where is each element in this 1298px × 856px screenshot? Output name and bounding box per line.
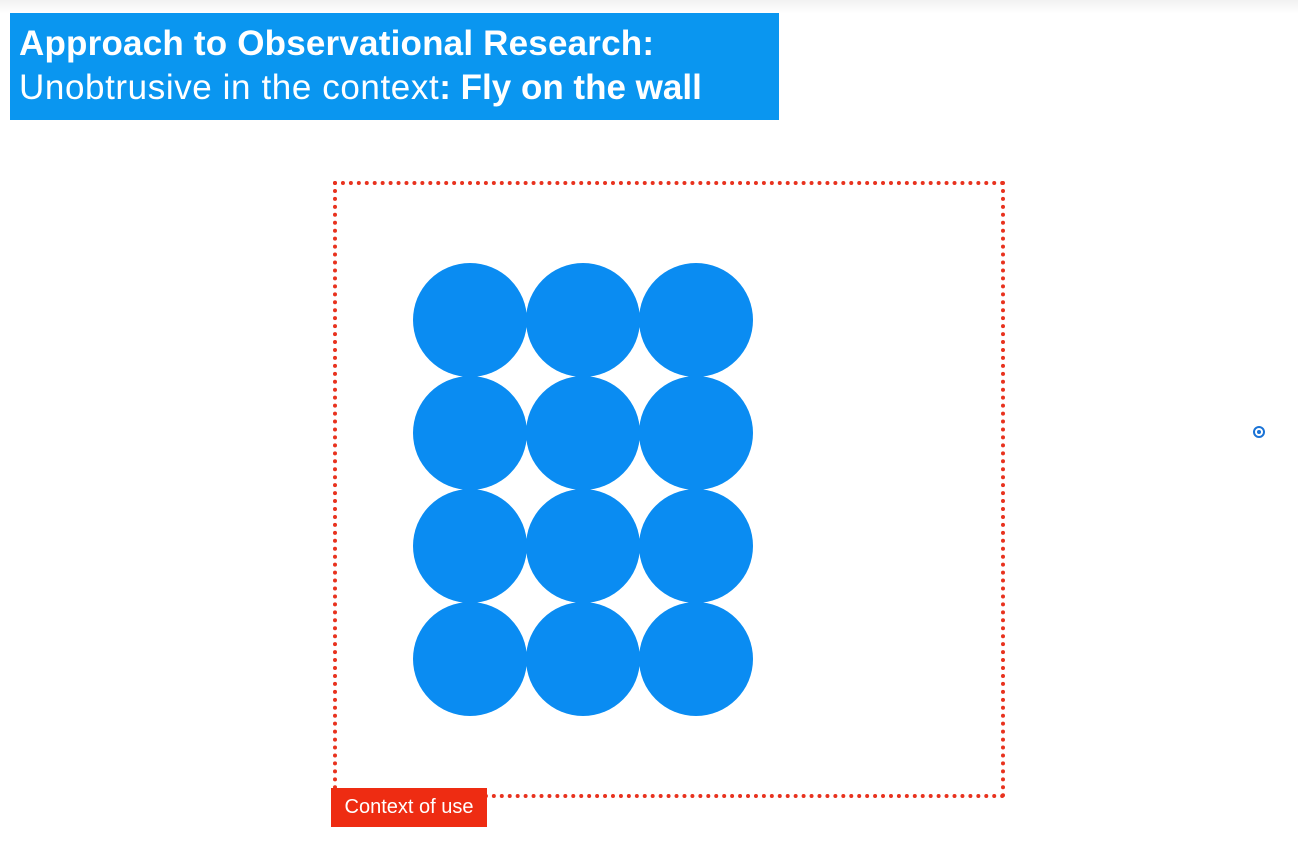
person-circle-icon: [639, 602, 753, 716]
top-shade: [0, 0, 1298, 14]
person-circle-icon: [526, 263, 640, 377]
subtitle-bold-text: : Fly on the wall: [439, 68, 702, 107]
person-circle-icon: [639, 489, 753, 603]
person-circle-icon: [526, 376, 640, 490]
context-of-use-label: Context of use: [331, 788, 487, 827]
person-circle-icon: [413, 263, 527, 377]
subtitle-light-text: Unobtrusive in the context: [19, 68, 440, 107]
title-banner: Approach to Observational Research: Unob…: [10, 13, 779, 120]
pointer-cursor-icon: [1253, 426, 1265, 438]
person-circle-icon: [526, 489, 640, 603]
slide-subtitle: Unobtrusive in the context: Fly on the w…: [19, 66, 779, 110]
person-circle-icon: [526, 602, 640, 716]
person-circle-icon: [413, 376, 527, 490]
person-circle-icon: [413, 489, 527, 603]
person-circle-icon: [413, 602, 527, 716]
person-circle-icon: [639, 263, 753, 377]
person-circle-icon: [639, 376, 753, 490]
context-frame: [333, 181, 1005, 798]
slide-title: Approach to Observational Research:: [19, 24, 655, 63]
